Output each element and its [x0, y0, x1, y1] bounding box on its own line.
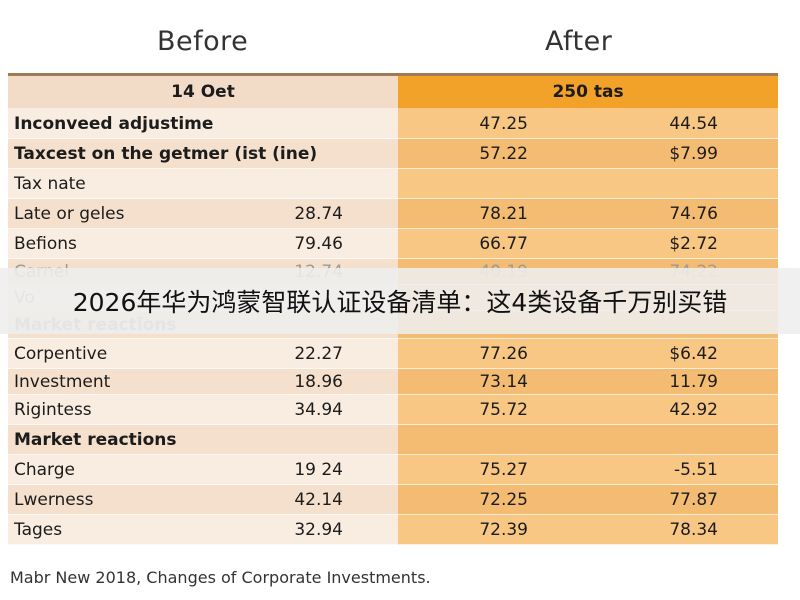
- row-divider: [8, 338, 778, 339]
- table-row: Taxcest on the getmer (ist (ine) 57.22 $7.…: [8, 139, 778, 169]
- after-cell-fill: [398, 425, 778, 455]
- after-cell-fill: [398, 485, 778, 515]
- row-label: Inconveed adjustime: [14, 113, 214, 134]
- after-value-2: $6.42: [669, 344, 718, 364]
- after-value-1: 78.21: [479, 204, 528, 224]
- row-divider: [8, 168, 778, 169]
- after-value-2: 74.76: [669, 204, 718, 224]
- comparison-table: 14 Oet 250 tas Inconveed adjustime 47.25 4…: [8, 76, 778, 545]
- after-value-2: $7.99: [669, 144, 718, 164]
- after-group-header: 250 tas: [552, 82, 624, 102]
- after-value-1: [448, 425, 528, 455]
- source-caption: Mabr New 2018, Changes of Corporate Inve…: [10, 568, 431, 587]
- after-value-2: 78.34: [669, 520, 718, 540]
- after-cell-fill: [398, 369, 778, 395]
- overlay-banner: 2026年华为鸿蒙智联认证设备清单：这4类设备千万别买错: [0, 268, 800, 334]
- after-header-fill: [398, 76, 778, 108]
- row-label: Taxcest on the getmer (ist (ine): [14, 144, 318, 164]
- after-value-1: 73.14: [479, 372, 528, 392]
- after-value-1: 47.25: [479, 113, 528, 134]
- after-cell-fill: [398, 455, 778, 485]
- table-row: Tages 32.94 72.39 78.34: [8, 515, 778, 545]
- row-label: Market reactions: [14, 430, 177, 450]
- after-heading: After: [545, 26, 613, 57]
- row-label: Late or geles: [14, 204, 125, 224]
- table-row: Corpentive 22.27 77.26 $6.42: [8, 339, 778, 369]
- table-row: Tax nate: [8, 169, 778, 199]
- column-headers: Before After: [0, 26, 800, 66]
- row-divider: [8, 394, 778, 395]
- row-divider: [8, 368, 778, 369]
- row-divider: [8, 454, 778, 455]
- before-value: 34.94: [294, 400, 343, 420]
- before-group-header: 14 Oet: [171, 82, 235, 102]
- row-label: Corpentive: [14, 344, 108, 364]
- after-value-2: 44.54: [669, 113, 718, 134]
- table-row: Investment 18.96 73.14 11.79: [8, 369, 778, 395]
- after-value-1: 75.72: [479, 400, 528, 420]
- before-value: [273, 108, 343, 139]
- table-row: Late or geles 28.74 78.21 74.76: [8, 199, 778, 229]
- after-value-2: 77.87: [669, 490, 718, 510]
- before-value: [273, 139, 343, 169]
- before-value: 28.74: [294, 204, 343, 224]
- before-value: 42.14: [294, 490, 343, 510]
- row-label: Lwerness: [14, 490, 94, 510]
- after-value-1: 66.77: [479, 234, 528, 254]
- after-cell-fill: [398, 515, 778, 545]
- before-heading: Before: [157, 26, 249, 57]
- table-row: Charge 19 24 75.27 -5.51: [8, 455, 778, 485]
- after-value-1: 75.27: [479, 460, 528, 480]
- row-divider: [8, 484, 778, 485]
- table-body: Inconveed adjustime 47.25 44.54 Taxcest on …: [8, 108, 778, 545]
- row-divider: [8, 198, 778, 199]
- after-cell-fill: [398, 395, 778, 425]
- after-value-2: [638, 425, 718, 455]
- table-row: Inconveed adjustime 47.25 44.54: [8, 108, 778, 139]
- before-value: 18.96: [294, 372, 343, 392]
- after-value-2: 11.79: [669, 372, 718, 392]
- after-value-1: 72.25: [479, 490, 528, 510]
- row-divider: [8, 138, 778, 139]
- table-top-rule: [8, 73, 778, 76]
- table-row: Rigintess 34.94 75.72 42.92: [8, 395, 778, 425]
- row-label: Tax nate: [14, 174, 86, 194]
- before-value: [273, 169, 343, 199]
- row-divider: [8, 514, 778, 515]
- table-row: Lwerness 42.14 72.25 77.87: [8, 485, 778, 515]
- table-row: Befions 79.46 66.77 $2.72: [8, 229, 778, 259]
- after-value-2: [638, 169, 718, 199]
- before-value: 32.94: [294, 520, 343, 540]
- row-label: Charge: [14, 460, 76, 480]
- row-divider: [8, 258, 778, 259]
- row-label: Investment: [14, 372, 111, 392]
- group-header-row: 14 Oet 250 tas: [8, 76, 778, 108]
- row-divider: [8, 424, 778, 425]
- after-cell-fill: [398, 229, 778, 259]
- before-value: 19 24: [294, 460, 343, 480]
- before-value: [273, 425, 343, 455]
- after-value-1: [448, 169, 528, 199]
- row-divider: [8, 544, 778, 545]
- after-value-1: 72.39: [479, 520, 528, 540]
- after-value-1: 57.22: [479, 144, 528, 164]
- after-cell-fill: [398, 339, 778, 369]
- before-value: 79.46: [294, 234, 343, 254]
- row-divider: [8, 228, 778, 229]
- table-row: Market reactions: [8, 425, 778, 455]
- after-cell-fill: [398, 139, 778, 169]
- after-value-2: -5.51: [674, 460, 718, 480]
- after-value-2: $2.72: [669, 234, 718, 254]
- after-cell-fill: [398, 199, 778, 229]
- row-label: Tages: [14, 520, 63, 540]
- after-cell-fill: [398, 108, 778, 139]
- row-label: Rigintess: [14, 400, 92, 420]
- after-value-2: 42.92: [669, 400, 718, 420]
- before-value: 22.27: [294, 344, 343, 364]
- after-cell-fill: [398, 169, 778, 199]
- after-value-1: 77.26: [479, 344, 528, 364]
- row-label: Befions: [14, 234, 77, 254]
